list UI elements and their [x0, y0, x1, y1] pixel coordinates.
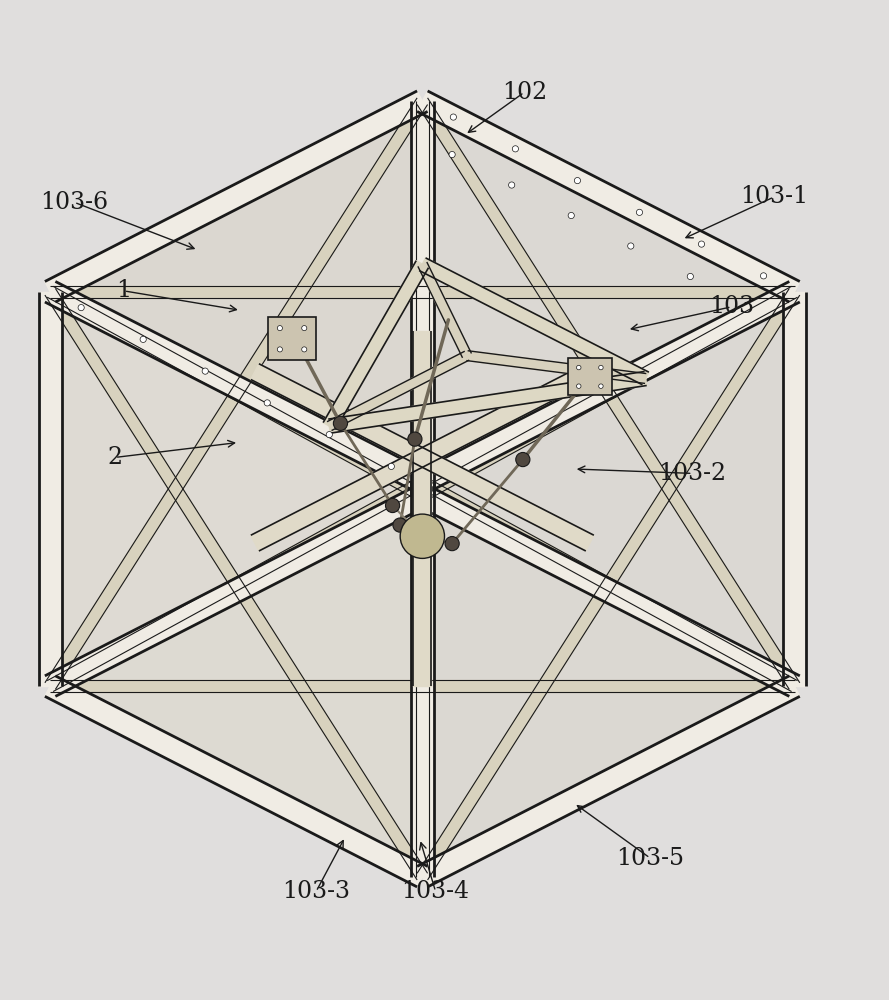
Circle shape	[450, 114, 456, 120]
Polygon shape	[411, 482, 434, 877]
Polygon shape	[467, 351, 646, 383]
Polygon shape	[419, 258, 649, 385]
Circle shape	[577, 365, 581, 370]
Circle shape	[699, 241, 705, 247]
Polygon shape	[422, 292, 795, 877]
Polygon shape	[417, 281, 800, 493]
Polygon shape	[50, 101, 422, 686]
Polygon shape	[45, 288, 428, 880]
Circle shape	[516, 452, 530, 467]
Text: 103-1: 103-1	[741, 185, 808, 208]
Polygon shape	[417, 485, 800, 696]
Polygon shape	[411, 101, 434, 496]
Polygon shape	[50, 286, 795, 298]
Polygon shape	[47, 477, 425, 692]
Circle shape	[628, 243, 634, 249]
Circle shape	[326, 432, 332, 438]
Bar	[568, 358, 612, 395]
Polygon shape	[251, 364, 594, 551]
Polygon shape	[50, 496, 795, 877]
Polygon shape	[420, 477, 797, 692]
Polygon shape	[47, 286, 425, 501]
Circle shape	[408, 432, 422, 446]
Polygon shape	[416, 496, 428, 877]
Polygon shape	[50, 680, 795, 692]
Circle shape	[140, 336, 147, 342]
Polygon shape	[50, 101, 795, 482]
Circle shape	[445, 537, 460, 551]
Polygon shape	[44, 281, 428, 493]
Circle shape	[637, 209, 643, 215]
Circle shape	[202, 368, 208, 374]
Circle shape	[577, 384, 581, 388]
Circle shape	[301, 347, 307, 352]
Polygon shape	[44, 91, 428, 302]
Circle shape	[388, 463, 395, 469]
Circle shape	[760, 273, 766, 279]
Polygon shape	[783, 292, 806, 686]
Polygon shape	[420, 286, 797, 501]
Polygon shape	[413, 331, 431, 686]
Polygon shape	[418, 262, 471, 358]
Text: 103-6: 103-6	[40, 191, 108, 214]
Polygon shape	[44, 676, 428, 887]
Circle shape	[509, 182, 515, 188]
Polygon shape	[38, 292, 61, 686]
Polygon shape	[417, 98, 800, 689]
Circle shape	[400, 514, 444, 558]
Text: 1: 1	[116, 279, 132, 302]
Circle shape	[333, 416, 348, 430]
Bar	[268, 317, 316, 360]
Text: 103-2: 103-2	[659, 462, 726, 485]
Text: 103-3: 103-3	[282, 880, 350, 903]
Text: 2: 2	[108, 446, 123, 469]
Text: 102: 102	[501, 81, 547, 104]
Polygon shape	[327, 351, 469, 431]
Polygon shape	[328, 371, 646, 433]
Circle shape	[393, 518, 407, 532]
Polygon shape	[417, 676, 800, 887]
Circle shape	[598, 365, 603, 370]
Circle shape	[574, 177, 581, 184]
Text: 103: 103	[709, 295, 754, 318]
Circle shape	[277, 347, 283, 352]
Text: 103-5: 103-5	[616, 847, 685, 870]
Polygon shape	[417, 91, 800, 302]
Polygon shape	[251, 364, 594, 551]
Circle shape	[301, 326, 307, 331]
Polygon shape	[50, 292, 422, 877]
Circle shape	[277, 326, 283, 331]
Polygon shape	[417, 288, 800, 880]
Circle shape	[78, 305, 84, 311]
Polygon shape	[44, 485, 428, 696]
Circle shape	[598, 384, 603, 388]
Circle shape	[264, 400, 270, 406]
Circle shape	[386, 498, 400, 513]
Text: 103-4: 103-4	[402, 880, 469, 903]
Polygon shape	[416, 101, 428, 482]
Circle shape	[512, 146, 518, 152]
Circle shape	[449, 151, 455, 158]
Circle shape	[687, 273, 693, 280]
Polygon shape	[45, 98, 428, 689]
Polygon shape	[323, 261, 428, 430]
Circle shape	[568, 212, 574, 219]
